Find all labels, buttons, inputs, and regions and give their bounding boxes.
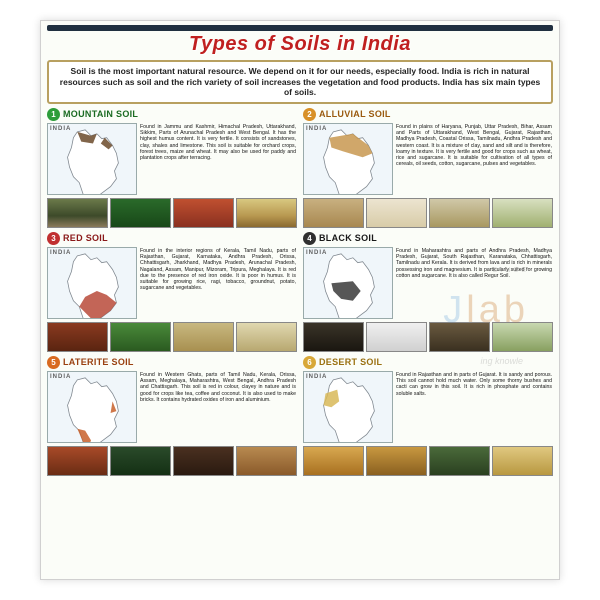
thumb-image bbox=[366, 446, 427, 476]
thumb-image bbox=[429, 198, 490, 228]
section-number-badge: 4 bbox=[303, 232, 316, 245]
map-svg bbox=[304, 124, 392, 195]
thumb-row bbox=[47, 198, 297, 228]
watermark-right: lab bbox=[466, 289, 529, 331]
map-svg bbox=[48, 124, 136, 195]
soil-section: 2 ALLUVIAL SOIL INDIA Found in plains of… bbox=[303, 108, 553, 228]
soil-description: Found in Rajasthan and in parts of Gujar… bbox=[396, 371, 553, 443]
soil-section: 1 MOUNTAIN SOIL INDIA Found in Jammu and… bbox=[47, 108, 297, 228]
thumb-row bbox=[47, 322, 297, 352]
thumb-image bbox=[110, 446, 171, 476]
thumb-image bbox=[492, 446, 553, 476]
thumb-image bbox=[236, 198, 297, 228]
thumb-row bbox=[303, 446, 553, 476]
map-svg bbox=[304, 248, 392, 319]
section-body: INDIA Found in the interior regions of K… bbox=[47, 247, 297, 319]
thumb-row bbox=[303, 198, 553, 228]
map-svg bbox=[48, 372, 136, 443]
thumb-image bbox=[47, 198, 108, 228]
section-body: INDIA Found in plains of Haryana, Punjab… bbox=[303, 123, 553, 195]
soil-name: LATERITE SOIL bbox=[63, 357, 134, 367]
watermark-left: J bbox=[443, 289, 466, 331]
thumb-image bbox=[173, 446, 234, 476]
thumb-image bbox=[236, 446, 297, 476]
section-header: 4 BLACK SOIL bbox=[303, 232, 553, 245]
thumb-image bbox=[429, 446, 490, 476]
india-map: INDIA bbox=[47, 123, 137, 195]
section-header: 3 RED SOIL bbox=[47, 232, 297, 245]
soil-description: Found in plains of Haryana, Punjab, Utta… bbox=[396, 123, 553, 195]
thumb-image bbox=[47, 446, 108, 476]
thumb-image bbox=[110, 198, 171, 228]
soil-name: RED SOIL bbox=[63, 233, 108, 243]
section-body: INDIA Found in Western Ghats, parts of T… bbox=[47, 371, 297, 443]
watermark-since: SINCE bbox=[493, 267, 529, 274]
thumb-image bbox=[303, 322, 364, 352]
section-number-badge: 6 bbox=[303, 356, 316, 369]
india-map: INDIA bbox=[47, 371, 137, 443]
thumb-image bbox=[303, 446, 364, 476]
poster-frame: Types of Soils in India Soil is the most… bbox=[40, 20, 560, 580]
soil-section: 5 LATERITE SOIL INDIA Found in Western G… bbox=[47, 356, 297, 476]
soil-section: 3 RED SOIL INDIA Found in the interior r… bbox=[47, 232, 297, 352]
soil-name: MOUNTAIN SOIL bbox=[63, 109, 138, 119]
soil-description: Found in Western Ghats, parts of Tamil N… bbox=[140, 371, 297, 443]
soil-name: ALLUVIAL SOIL bbox=[319, 109, 391, 119]
section-number-badge: 3 bbox=[47, 232, 60, 245]
soil-name: DESERT SOIL bbox=[319, 357, 382, 367]
soil-description: Found in Jammu and Kashmir, Himachal Pra… bbox=[140, 123, 297, 195]
thumb-image bbox=[366, 322, 427, 352]
section-number-badge: 1 bbox=[47, 108, 60, 121]
watermark-tagline: ing knowle bbox=[480, 356, 523, 366]
section-body: INDIA Found in Jammu and Kashmir, Himach… bbox=[47, 123, 297, 195]
india-map: INDIA bbox=[47, 247, 137, 319]
soil-section: 6 DESERT SOIL INDIA Found in Rajasthan a… bbox=[303, 356, 553, 476]
section-header: 2 ALLUVIAL SOIL bbox=[303, 108, 553, 121]
thumb-image bbox=[236, 322, 297, 352]
thumb-image bbox=[47, 322, 108, 352]
thumb-image bbox=[173, 322, 234, 352]
india-map: INDIA bbox=[303, 123, 393, 195]
section-body: INDIA Found in Rajasthan and in parts of… bbox=[303, 371, 553, 443]
thumb-image bbox=[173, 198, 234, 228]
thumb-image bbox=[366, 198, 427, 228]
intro-text: Soil is the most important natural resou… bbox=[47, 60, 553, 104]
section-number-badge: 5 bbox=[47, 356, 60, 369]
thumb-image bbox=[110, 322, 171, 352]
section-header: 5 LATERITE SOIL bbox=[47, 356, 297, 369]
thumb-image bbox=[303, 198, 364, 228]
thumb-image bbox=[492, 198, 553, 228]
soil-description: Found in the interior regions of Kerala,… bbox=[140, 247, 297, 319]
india-map: INDIA bbox=[303, 247, 393, 319]
watermark-logo: Jlab bbox=[443, 289, 529, 332]
thumb-row bbox=[47, 446, 297, 476]
soil-name: BLACK SOIL bbox=[319, 233, 377, 243]
india-map: INDIA bbox=[303, 371, 393, 443]
section-header: 1 MOUNTAIN SOIL bbox=[47, 108, 297, 121]
top-stripe bbox=[47, 25, 553, 31]
map-svg bbox=[48, 248, 136, 319]
section-number-badge: 2 bbox=[303, 108, 316, 121]
page-title: Types of Soils in India bbox=[47, 33, 553, 56]
map-svg bbox=[304, 372, 392, 443]
